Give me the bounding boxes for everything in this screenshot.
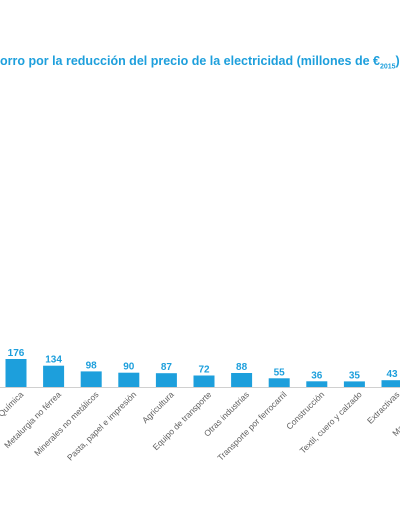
category-label: Agricultura	[140, 389, 176, 425]
category-label: Textil, cuero y calzado	[298, 389, 364, 455]
bar	[381, 380, 400, 387]
data-label: 87	[161, 362, 173, 373]
bar	[231, 373, 253, 387]
data-label: 88	[236, 362, 248, 373]
data-label: 72	[198, 365, 210, 376]
bar	[155, 373, 177, 387]
bar	[306, 381, 328, 387]
bar	[193, 375, 215, 387]
category-label: Química	[0, 389, 26, 419]
category-label: Transporte por ferrocarril	[215, 389, 288, 462]
bar	[80, 371, 102, 387]
chart-title: orro por la reducción del precio de la e…	[0, 54, 400, 71]
bar	[5, 359, 27, 387]
bar	[43, 365, 65, 387]
chart-title-main: orro por la reducción del precio de la e…	[0, 54, 380, 68]
category-label: Extractivas	[365, 389, 400, 425]
data-label: 98	[86, 360, 98, 371]
chart-title-close: )	[395, 54, 400, 68]
bar	[343, 381, 365, 387]
chart-title-subscript: 2015	[379, 63, 396, 71]
data-label: 43	[386, 369, 398, 380]
data-label: 36	[311, 370, 323, 381]
category-label: Minerales no metálicos	[32, 389, 101, 458]
data-label: 35	[349, 370, 361, 381]
category-label: Pasta, papel e impresión	[65, 389, 138, 462]
data-label: 176	[8, 348, 25, 359]
data-label: 134	[45, 355, 62, 366]
bar	[268, 378, 290, 388]
data-label: 90	[123, 362, 135, 373]
bar	[118, 372, 140, 387]
data-label: 55	[274, 367, 286, 378]
